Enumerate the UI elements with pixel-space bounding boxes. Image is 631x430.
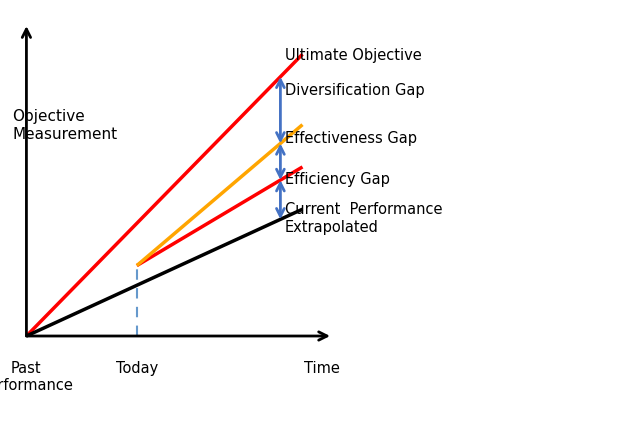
Text: Ultimate Objective: Ultimate Objective	[285, 48, 422, 62]
Text: Effectiveness Gap: Effectiveness Gap	[285, 131, 416, 145]
Text: Time: Time	[304, 360, 339, 375]
Text: Efficiency Gap: Efficiency Gap	[285, 171, 389, 186]
Text: Today: Today	[115, 360, 158, 375]
Text: Objective
Measurement: Objective Measurement	[13, 109, 118, 141]
Text: Past
performance: Past performance	[0, 360, 73, 393]
Text: Diversification Gap: Diversification Gap	[285, 83, 424, 98]
Text: Current  Performance
Extrapolated: Current Performance Extrapolated	[285, 202, 442, 234]
